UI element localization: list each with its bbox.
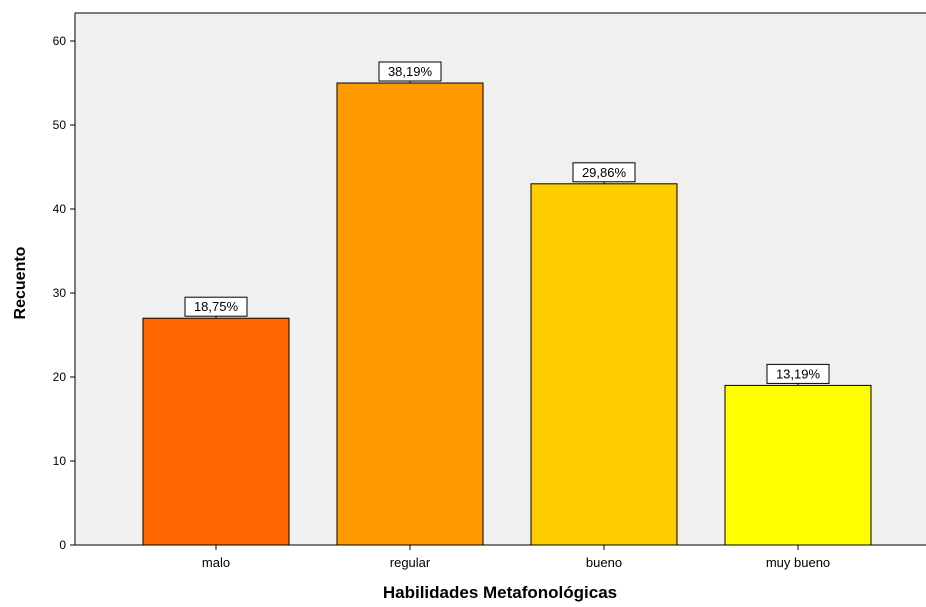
data-label-box [184,296,248,317]
data-label: 29,86% [582,165,627,180]
data-labels-group: 18,75% 38,19% 29,86% 13,19% [184,61,830,386]
data-label-box [572,162,636,183]
y-tick-label: 10 [53,454,67,468]
y-axis-title: Recuento [12,246,29,319]
y-tick-label: 30 [53,286,67,300]
data-label: 38,19% [388,64,433,79]
y-tick-label: 40 [53,202,67,216]
x-axis-title: Habilidades Metafonológicas [383,583,617,602]
bar-muy-bueno [724,384,872,546]
x-tick-label: malo [202,555,230,570]
data-label: 13,19% [776,366,821,381]
y-tick-label: 20 [53,370,67,384]
y-tick-label: 0 [59,538,66,552]
x-tick-label: bueno [586,555,622,570]
bars-group [142,82,872,546]
x-tick-label: muy bueno [766,555,830,570]
data-label: 18,75% [194,299,239,314]
y-tick-label: 50 [53,118,67,132]
bar-malo [142,317,290,546]
bar-bueno [530,183,678,546]
data-label-box [378,61,442,82]
y-axis-ticks: 0 10 20 30 40 50 60 [53,34,75,552]
bar-regular [336,82,484,546]
y-tick-label: 60 [53,34,67,48]
x-tick-label: regular [390,555,431,570]
x-axis-ticks: malo regular bueno muy bueno [202,545,830,570]
data-label-box [766,363,830,384]
